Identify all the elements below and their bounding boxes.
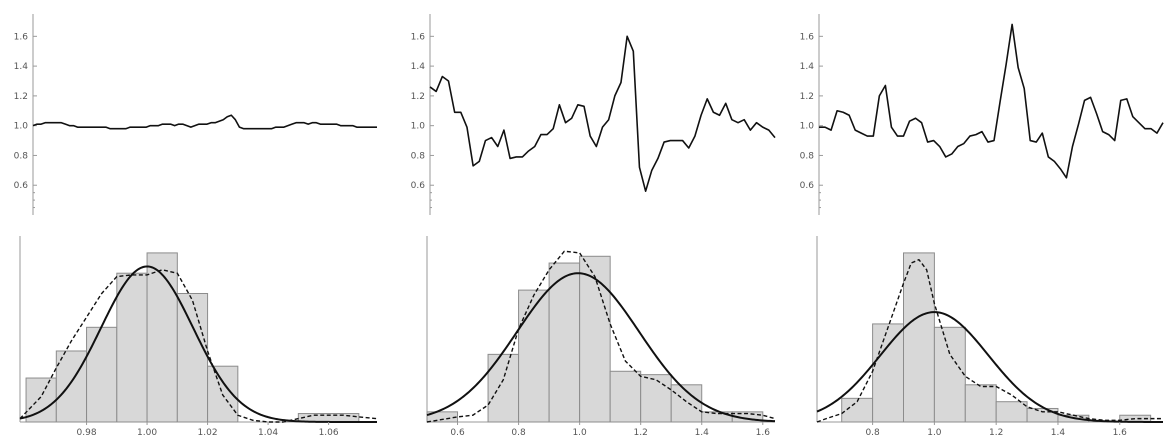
- histogram-bar: [116, 272, 148, 423]
- normal-fit-curve: [19, 265, 378, 423]
- histogram-bottom-left: 0.98 1.00 1.02 1.04 1.06: [19, 236, 378, 438]
- x-tick-label: 1.0: [572, 428, 587, 438]
- x-tick-label: 0.8: [511, 428, 526, 438]
- line-chart-top-middle: 0.6 0.8 1.0 1.2 1.4 1.6: [411, 14, 776, 215]
- histogram-bar: [640, 374, 672, 423]
- histogram-bar: [933, 326, 966, 423]
- x-tick-label: 1.2: [989, 428, 1003, 438]
- histogram-bar: [55, 350, 88, 423]
- histogram-bar: [841, 397, 874, 423]
- histogram-bar: [146, 252, 178, 423]
- x-tick-label: 1.06: [319, 428, 339, 438]
- density-estimate-curve: [816, 258, 1163, 423]
- histogram-bar: [964, 384, 997, 423]
- y-tick-label: 1.0: [14, 122, 29, 132]
- density-estimate-curve: [19, 269, 378, 423]
- x-tick-label: 1.4: [695, 428, 710, 438]
- y-tick-label: 1.0: [411, 122, 426, 132]
- histogram-bar: [609, 370, 642, 423]
- x-tick-label: 1.6: [756, 428, 771, 438]
- y-tick-label: 1.4: [14, 62, 29, 72]
- histogram-bar: [579, 255, 611, 423]
- histogram-bar: [176, 292, 209, 423]
- y-tick-label: 1.2: [14, 92, 28, 102]
- normal-fit-curve: [816, 311, 1164, 423]
- y-tick-label: 1.6: [14, 32, 29, 42]
- y-tick-label: 0.8: [411, 151, 426, 161]
- histogram-bar: [903, 252, 935, 423]
- y-tick-label: 0.8: [14, 151, 29, 161]
- data-line: [32, 114, 377, 130]
- x-tick-label: 1.4: [1051, 428, 1066, 438]
- histogram-bar: [426, 411, 459, 423]
- histogram-bar: [1026, 407, 1059, 423]
- y-tick-label: 0.8: [800, 151, 815, 161]
- y-tick-label: 1.6: [800, 32, 815, 42]
- data-line: [429, 35, 776, 192]
- x-tick-label: 1.04: [258, 428, 278, 438]
- x-tick-label: 1.00: [137, 428, 157, 438]
- y-tick-label: 1.4: [800, 62, 815, 72]
- y-tick-label: 1.4: [411, 62, 426, 72]
- histogram-bar: [995, 401, 1028, 423]
- normal-fit-curve: [426, 272, 776, 423]
- histogram-bar: [487, 353, 520, 423]
- y-tick-label: 1.6: [411, 32, 426, 42]
- x-tick-label: 1.2: [634, 428, 648, 438]
- x-tick-label: 0.6: [450, 428, 465, 438]
- histogram-bar: [86, 326, 118, 423]
- y-tick-label: 1.2: [411, 92, 425, 102]
- histogram-bottom-middle: 0.6 0.8 1.0 1.2 1.4 1.6: [426, 236, 776, 438]
- line-chart-top-left: 0.6 0.8 1.0 1.2 1.4 1.6: [14, 14, 377, 215]
- y-tick-label: 0.6: [14, 181, 29, 191]
- y-tick-label: 1.2: [800, 92, 814, 102]
- x-tick-label: 1.02: [198, 428, 218, 438]
- histogram-bottom-right: 0.8 1.0 1.2 1.4 1.6: [816, 236, 1164, 438]
- x-tick-label: 1.6: [1113, 428, 1128, 438]
- histogram-bar: [518, 289, 550, 423]
- histogram-bar: [548, 262, 581, 423]
- x-tick-label: 0.8: [865, 428, 880, 438]
- y-tick-label: 0.6: [800, 181, 815, 191]
- histogram-bar: [872, 323, 904, 423]
- x-tick-label: 1.0: [927, 428, 942, 438]
- y-tick-label: 1.0: [800, 122, 815, 132]
- y-tick-label: 0.6: [411, 181, 426, 191]
- x-tick-label: 0.98: [77, 428, 97, 438]
- histogram-bar: [731, 411, 764, 423]
- data-line: [819, 23, 1164, 179]
- line-chart-top-right: 0.6 0.8 1.0 1.2 1.4 1.6: [800, 14, 1164, 215]
